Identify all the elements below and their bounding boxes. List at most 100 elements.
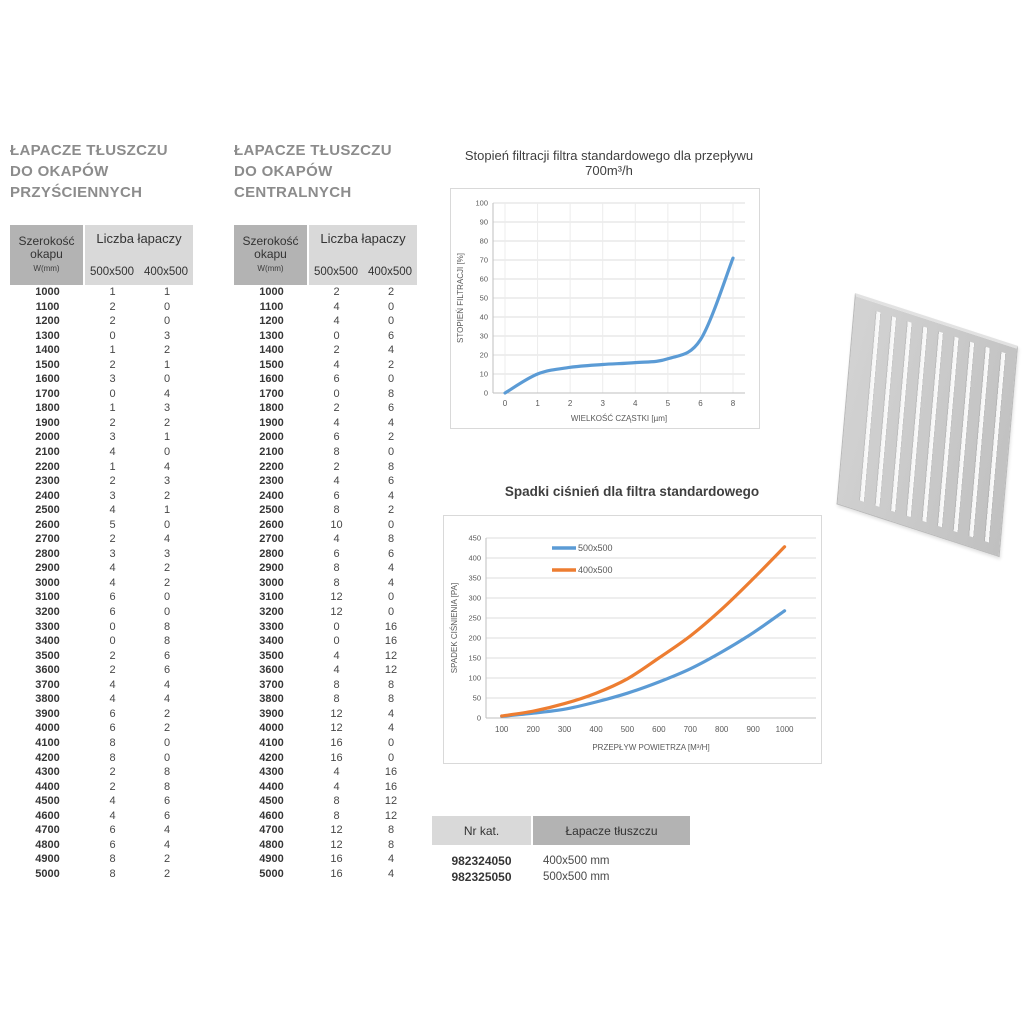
cell-count-400x500: 8 <box>387 838 395 851</box>
catalog-row: 982324050 400x500 mm <box>432 853 690 869</box>
cell-count-400x500: 3 <box>163 547 171 560</box>
cell-count-500x500: 4 <box>333 766 340 779</box>
filtration-chart: 0 10 20 30 40 50 60 70 80 90 100 0 1 2 3 4 5 6 8 WIELKOŚĆ C… <box>450 188 760 429</box>
cell-count-500x500: 8 <box>333 576 340 589</box>
cell-count-500x500: 0 <box>333 635 340 648</box>
column-header-unit: W(mm) <box>33 264 60 273</box>
cell-count-400x500: 2 <box>387 286 395 298</box>
cell-count-500x500: 2 <box>333 402 340 415</box>
cell-count-400x500: 4 <box>387 416 395 429</box>
cell-count-400x500: 0 <box>163 518 171 531</box>
cell-count-400x500: 2 <box>387 504 395 517</box>
cell-count-400x500: 6 <box>387 402 395 415</box>
cell-hood-width: 2900 <box>259 562 284 575</box>
cell-count-500x500: 2 <box>109 475 116 488</box>
catalog-header-nr-kat: Nr kat. <box>432 816 531 845</box>
cell-count-500x500: 3 <box>109 489 116 502</box>
cell-hood-width: 2000 <box>35 431 60 444</box>
cell-count-400x500: 4 <box>387 722 395 735</box>
cell-hood-width: 2100 <box>35 446 60 459</box>
cell-count-500x500: 1 <box>109 402 116 415</box>
cell-hood-width: 3700 <box>259 678 284 691</box>
svg-text:10: 10 <box>480 370 488 379</box>
svg-text:0: 0 <box>484 389 488 398</box>
table-body-wall: 1000 1 1 1100 2 0 1200 2 0 1300 0 3 1400 1 2 1500 2 1 1600… <box>10 285 194 881</box>
cell-hood-width: 3300 <box>35 620 60 633</box>
cell-count-500x500: 4 <box>109 562 116 575</box>
cell-hood-width: 3000 <box>259 576 284 589</box>
cell-count-500x500: 2 <box>109 358 116 371</box>
svg-text:6: 6 <box>698 399 703 408</box>
svg-text:900: 900 <box>746 725 760 734</box>
cell-count-500x500: 4 <box>109 678 116 691</box>
cell-count-500x500: 2 <box>109 766 116 779</box>
grease-catchers-table-central: ŁAPACZE TŁUSZCZU DO OKAPÓW CENTRALNYCH S… <box>234 140 418 881</box>
column-subheaders: 500x500 400x500 <box>85 266 193 285</box>
filter-slots-graphic <box>849 307 1009 544</box>
cell-count-500x500: 8 <box>333 446 340 459</box>
cell-count-400x500: 6 <box>163 809 171 822</box>
cell-hood-width: 1300 <box>35 329 60 342</box>
cell-count-500x500: 8 <box>109 867 116 880</box>
cell-count-400x500: 2 <box>163 707 171 720</box>
cell-count-500x500: 8 <box>109 736 116 749</box>
cell-count-500x500: 16 <box>330 736 343 749</box>
cell-count-500x500: 4 <box>333 315 340 328</box>
cell-hood-width: 1900 <box>259 416 284 429</box>
column-group-catcher-count: Liczba łapaczy 500x500 400x500 <box>85 225 193 285</box>
cell-count-400x500: 0 <box>163 591 171 604</box>
cell-count-500x500: 8 <box>109 751 116 764</box>
cell-hood-width: 2400 <box>35 489 60 502</box>
svg-text:0: 0 <box>477 714 481 723</box>
cell-hood-width: 3800 <box>35 693 60 706</box>
cell-count-500x500: 12 <box>330 591 343 604</box>
cell-hood-width: 3500 <box>35 649 60 662</box>
cell-hood-width: 4400 <box>259 780 284 793</box>
cell-count-400x500: 6 <box>387 475 395 488</box>
cell-hood-width: 1500 <box>259 358 284 371</box>
cell-count-500x500: 8 <box>333 562 340 575</box>
cell-hood-width: 1700 <box>259 387 284 400</box>
cell-count-400x500: 4 <box>387 867 395 880</box>
cell-count-400x500: 6 <box>163 795 171 808</box>
svg-text:300: 300 <box>558 725 572 734</box>
cell-count-400x500: 0 <box>163 446 171 459</box>
cell-hood-width: 3600 <box>35 664 60 677</box>
cell-hood-width: 4500 <box>35 795 60 808</box>
cell-count-400x500: 4 <box>387 489 395 502</box>
cell-hood-width: 3200 <box>259 606 284 619</box>
svg-text:70: 70 <box>480 256 488 265</box>
svg-text:400x500: 400x500 <box>578 565 613 575</box>
cell-count-500x500: 4 <box>333 533 340 546</box>
cell-count-500x500: 6 <box>109 591 116 604</box>
cell-count-500x500: 4 <box>109 504 116 517</box>
svg-text:400: 400 <box>468 554 481 563</box>
cell-count-400x500: 16 <box>384 635 398 648</box>
catalog-table-header: Nr kat. Łapacze tłuszczu <box>432 816 690 845</box>
cell-hood-width: 2400 <box>259 489 284 502</box>
cell-count-500x500: 8 <box>333 693 340 706</box>
cell-hood-width: 2700 <box>259 533 284 546</box>
cell-count-400x500: 0 <box>163 300 171 313</box>
svg-text:600: 600 <box>652 725 666 734</box>
cell-count-500x500: 12 <box>330 707 343 720</box>
cell-count-400x500: 4 <box>163 838 171 851</box>
svg-text:PRZEPŁYW POWIETRZA [M³/H]: PRZEPŁYW POWIETRZA [M³/H] <box>592 743 709 752</box>
cell-hood-width: 1400 <box>35 344 60 357</box>
cell-hood-width: 4000 <box>259 722 284 735</box>
cell-hood-width: 4900 <box>259 853 284 866</box>
cell-hood-width: 4700 <box>35 824 60 837</box>
cell-count-400x500: 2 <box>163 576 171 589</box>
cell-count-400x500: 16 <box>384 620 398 633</box>
cell-hood-width: 1000 <box>259 286 284 298</box>
cell-hood-width: 4800 <box>35 838 60 851</box>
cell-hood-width: 2500 <box>35 504 60 517</box>
cell-count-500x500: 0 <box>109 635 116 648</box>
cell-count-500x500: 12 <box>330 838 343 851</box>
cell-count-400x500: 4 <box>387 707 395 720</box>
cell-hood-width: 1500 <box>35 358 60 371</box>
cell-count-400x500: 1 <box>163 358 171 371</box>
cell-hood-width: 1000 <box>35 286 60 298</box>
cell-count-500x500: 4 <box>333 664 340 677</box>
cell-count-400x500: 0 <box>163 606 171 619</box>
